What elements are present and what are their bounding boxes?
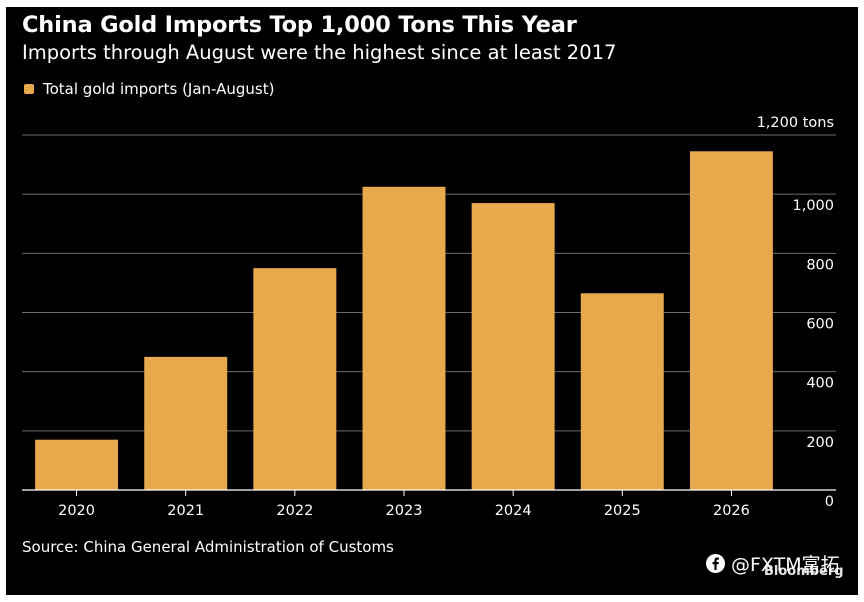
bar-2025	[580, 293, 664, 490]
brand-logo: Bloomberg	[764, 564, 844, 579]
y-tick-label: 400	[806, 376, 834, 392]
y-tick-label: 0	[825, 494, 834, 510]
legend-swatch	[24, 84, 34, 94]
y-tick-label: 200	[806, 435, 834, 451]
bar-2024	[471, 203, 555, 490]
y-tick-label: 800	[806, 257, 834, 273]
chart-subtitle: Imports through August were the highest …	[22, 41, 617, 64]
x-tick-label: 2023	[386, 503, 423, 519]
legend: Total gold imports (Jan-August)	[24, 80, 274, 98]
y-tick-label: 600	[806, 317, 834, 333]
watermark: @FXTM富拓	[706, 550, 840, 577]
chart-title: China Gold Imports Top 1,000 Tons This Y…	[22, 12, 577, 38]
source-note: Source: China General Administration of …	[22, 538, 394, 556]
watermark-label: @FXTM富拓	[731, 554, 840, 576]
bar-2022	[253, 268, 337, 490]
y-tick-label: 1,200 tons	[757, 115, 834, 131]
x-tick-label: 2021	[167, 503, 204, 519]
y-tick-label: 1,000	[792, 198, 834, 214]
x-tick-label: 2025	[604, 503, 641, 519]
bar-2023	[362, 186, 446, 491]
bar-2021	[144, 356, 228, 490]
bar-2020	[35, 439, 119, 490]
x-tick-label: 2024	[495, 503, 532, 519]
legend-label: Total gold imports (Jan-August)	[43, 80, 275, 98]
facebook-icon	[706, 554, 725, 573]
x-tick-label: 2020	[58, 503, 95, 519]
bar-2026	[689, 151, 773, 491]
x-tick-label: 2022	[276, 503, 313, 519]
x-tick-label: 2026	[713, 503, 750, 519]
bars	[35, 151, 773, 491]
axes: 0 200 400 600 800 1,000 1,200 tons 2020 2021 2022…	[22, 115, 836, 519]
